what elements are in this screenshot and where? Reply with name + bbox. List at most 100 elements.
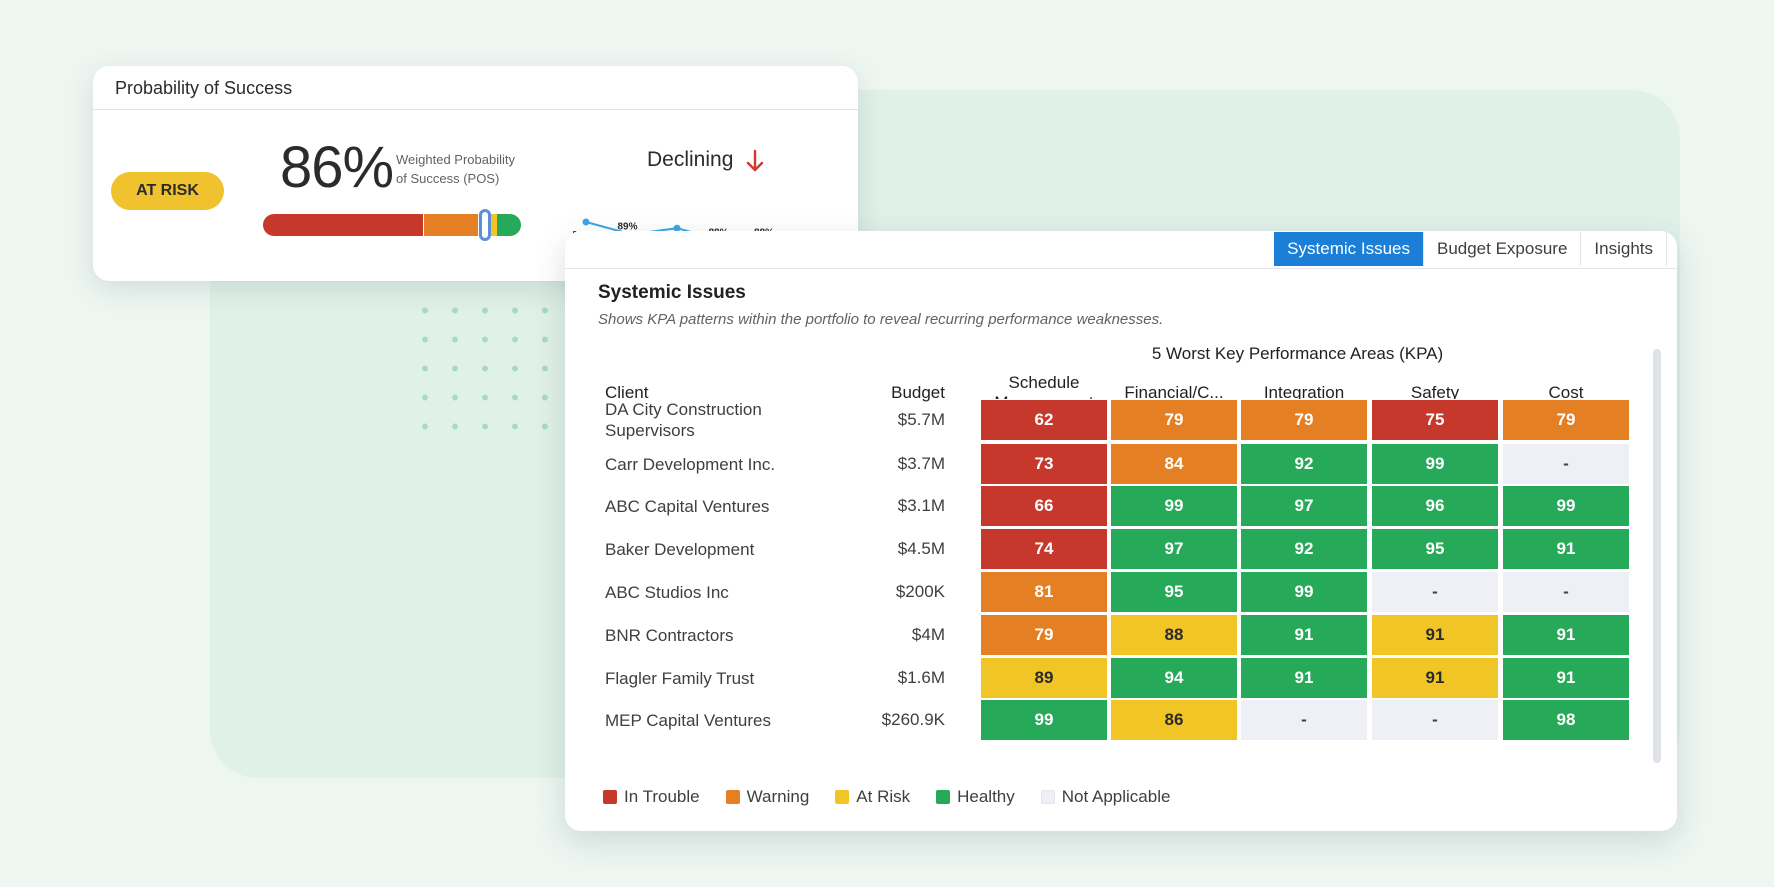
legend-swatch <box>936 790 951 804</box>
kpa-score-cell: 91 <box>1502 657 1630 699</box>
dot-pattern <box>410 296 560 436</box>
legend-swatch <box>603 790 617 804</box>
trend-point <box>582 218 590 226</box>
budget-value: $1.6M <box>897 668 945 687</box>
table-row: Carr Development Inc. $3.7M 73 84 92 99- <box>565 443 1677 485</box>
tab-budget-exposure[interactable]: Budget Exposure <box>1422 232 1581 266</box>
pos-percent: 86% <box>280 135 394 200</box>
kpa-score-cell: 91 <box>1240 657 1368 699</box>
table-row: BNR Contractors $4M 79 88 91 91 91 <box>565 614 1677 656</box>
bar-segment-warning <box>423 214 479 236</box>
kpa-score-cell: - <box>1240 699 1368 741</box>
kpa-score-cell: 89 <box>980 657 1108 699</box>
legend-label: Warning <box>746 787 810 806</box>
budget-value: $4.5M <box>897 539 945 558</box>
bar-segment-healthy <box>497 214 521 236</box>
column-header-budget: Budget <box>891 383 945 402</box>
kpa-group-title: 5 Worst Key Performance Areas (KPA) <box>1151 344 1444 363</box>
kpa-score-cell: - <box>1502 571 1630 613</box>
budget-value: $260.9K <box>881 710 945 729</box>
column-header-kpa: Cost <box>1548 383 1584 402</box>
legend-swatch <box>835 790 850 804</box>
scrollbar[interactable] <box>1653 349 1661 763</box>
kpa-score-cell: - <box>1502 443 1630 485</box>
legend-label: At Risk <box>856 787 911 806</box>
divider <box>565 268 1677 269</box>
table-row: ABC Studios Inc $200K 81 95 99- - <box>565 571 1677 613</box>
client-name: BNR Contractors <box>605 625 734 645</box>
pos-percent-label: Weighted Probability of Success (POS) <box>396 152 515 186</box>
legend-swatch <box>725 790 740 804</box>
client-name: Carr Development Inc. <box>605 454 776 474</box>
systemic-issues-panel: Systemic Issues Budget Exposure Insights… <box>565 231 1677 831</box>
kpa-score-cell: 99 <box>1240 571 1368 613</box>
trend-label: Declining <box>647 148 734 171</box>
kpa-score-cell: 91 <box>1371 614 1499 656</box>
kpa-score-cell: 74 <box>980 528 1108 570</box>
tab-systemic-issues[interactable]: Systemic Issues <box>1274 232 1423 266</box>
kpa-score-cell: - <box>1371 571 1499 613</box>
client-name: MEP Capital Ventures <box>605 710 771 730</box>
kpa-score-cell: 79 <box>1110 399 1238 441</box>
section-description: Shows KPA patterns within the portfolio … <box>598 311 1164 328</box>
column-header-kpa: Integration <box>1263 383 1345 402</box>
budget-value: $200K <box>895 582 945 601</box>
section-title: Systemic Issues <box>598 282 746 303</box>
pos-progress-bar <box>263 214 521 236</box>
kpa-score-cell: 99 <box>1371 443 1499 485</box>
kpa-score-cell: 92 <box>1240 528 1368 570</box>
tab-bar: Systemic Issues Budget Exposure Insights <box>1274 232 1667 266</box>
client-name: Flagler Family Trust <box>605 668 755 688</box>
trend-point <box>673 224 681 232</box>
client-name: ABC Studios Inc <box>605 582 729 602</box>
budget-value: $3.1M <box>897 496 945 515</box>
pos-card-title: Probability of Success <box>93 66 858 110</box>
legend-label: Not Applicable <box>1061 787 1171 806</box>
arrow-down-icon <box>746 149 764 172</box>
kpa-score-cell: 66 <box>980 485 1108 527</box>
column-header-client: Client <box>605 383 649 402</box>
kpa-score-cell: 92 <box>1240 443 1368 485</box>
column-header-kpa: Safety <box>1410 383 1460 402</box>
pos-bar-marker <box>478 209 491 241</box>
kpa-score-cell: 99 <box>1502 485 1630 527</box>
kpa-score-cell: 91 <box>1371 657 1499 699</box>
kpa-score-cell: 86 <box>1110 699 1238 741</box>
budget-value: $3.7M <box>897 454 945 473</box>
kpa-score-cell: 79 <box>980 614 1108 656</box>
kpa-score-cell: 96 <box>1371 485 1499 527</box>
kpa-score-cell: 75 <box>1371 399 1499 441</box>
kpa-score-cell: 98 <box>1502 699 1630 741</box>
table-row: Flagler Family Trust $1.6M 89 94 91 91 91 <box>565 657 1677 699</box>
kpa-score-cell: 62 <box>980 399 1108 441</box>
table-row: ABC Capital Ventures $3.1M 66 99 97 96 99 <box>565 485 1677 527</box>
legend: In Trouble Warning At Risk Healthy Not A… <box>603 787 1196 807</box>
kpa-score-cell: 99 <box>1110 485 1238 527</box>
status-badge: AT RISK <box>111 172 224 210</box>
kpa-score-cell: 79 <box>1502 399 1630 441</box>
table-row: DA City Construction Supervisors $5.7M 62 7… <box>565 399 1677 441</box>
kpa-score-cell: 91 <box>1240 614 1368 656</box>
legend-item: At Risk <box>835 787 910 807</box>
tab-insights[interactable]: Insights <box>1580 232 1667 266</box>
bar-divider <box>422 214 424 236</box>
table-row: MEP Capital Ventures $260.9K 99 86- -98 <box>565 699 1677 741</box>
kpa-score-cell: 91 <box>1502 528 1630 570</box>
kpa-score-cell: - <box>1371 699 1499 741</box>
legend-item: Warning <box>725 787 810 807</box>
legend-item: In Trouble <box>603 787 700 807</box>
legend-label: Healthy <box>957 787 1015 806</box>
kpa-score-cell: 95 <box>1110 571 1238 613</box>
kpa-score-cell: 84 <box>1110 443 1238 485</box>
budget-value: $4M <box>911 625 945 644</box>
legend-item: Healthy <box>936 787 1015 807</box>
trend-point-label: 89% <box>617 221 637 232</box>
kpa-score-cell: 79 <box>1240 399 1368 441</box>
legend-item: Not Applicable <box>1040 787 1171 807</box>
client-name: ABC Capital Ventures <box>605 496 770 516</box>
kpa-score-cell: 81 <box>980 571 1108 613</box>
legend-swatch <box>1040 790 1055 804</box>
kpa-score-cell: 95 <box>1371 528 1499 570</box>
legend-label: In Trouble <box>624 787 700 806</box>
column-header-kpa: Financial/C... <box>1124 383 1224 402</box>
